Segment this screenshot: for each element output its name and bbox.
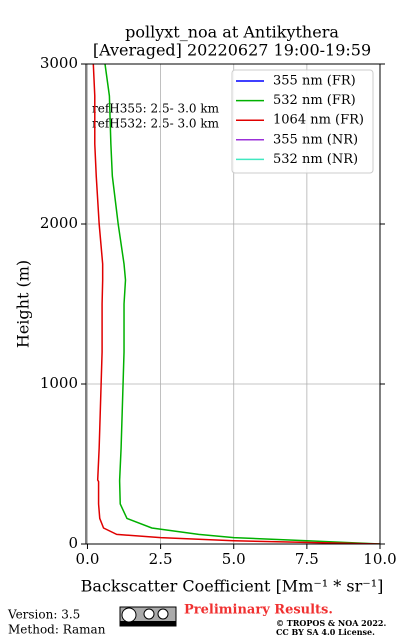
legend-label: 355 nm (FR) bbox=[273, 74, 356, 89]
legend-box bbox=[231, 69, 374, 174]
chart-subtitle: [Averaged] 20220627 19:00-19:59 bbox=[93, 41, 371, 60]
x-tick-label: 0.0 bbox=[76, 550, 100, 568]
y-tick-label: 1000 bbox=[40, 374, 78, 392]
x-tick-label: 2.5 bbox=[149, 550, 173, 568]
x-tick-label: 5.0 bbox=[222, 550, 246, 568]
x-tick-label: 10.0 bbox=[363, 550, 396, 568]
copyright: © TROPOS & NOA 2022. bbox=[276, 618, 386, 628]
plot-frame bbox=[85, 63, 381, 545]
y-tick-label: 3000 bbox=[40, 54, 78, 72]
version: Version: 3.5 bbox=[7, 608, 80, 622]
data-line bbox=[92, 64, 380, 544]
legend-label: 532 nm (NR) bbox=[273, 152, 358, 167]
legend-label: 355 nm (NR) bbox=[273, 132, 358, 147]
notice: Preliminary Results. bbox=[184, 603, 333, 618]
chart-title: pollyxt_noa at Antikythera bbox=[125, 23, 339, 42]
y-tick-label: 2000 bbox=[40, 214, 78, 232]
x-tick-label: 7.5 bbox=[295, 550, 319, 568]
y-axis-label: Height (m) bbox=[14, 260, 33, 348]
data-line bbox=[104, 64, 380, 544]
legend-label: 1064 nm (FR) bbox=[273, 113, 364, 128]
cc-logo bbox=[119, 606, 177, 627]
annotation: refH532: 2.5- 3.0 km bbox=[92, 117, 220, 131]
y-tick-label: 0 bbox=[68, 534, 78, 552]
annotation: refH355: 2.5- 3.0 km bbox=[92, 102, 220, 116]
method: Method: Raman bbox=[8, 623, 106, 637]
x-axis-label: Backscatter Coefficient [Mm⁻¹ * sr⁻¹] bbox=[81, 577, 384, 596]
legend-label: 532 nm (FR) bbox=[273, 93, 356, 108]
license: CC BY SA 4.0 License. bbox=[276, 627, 375, 637]
